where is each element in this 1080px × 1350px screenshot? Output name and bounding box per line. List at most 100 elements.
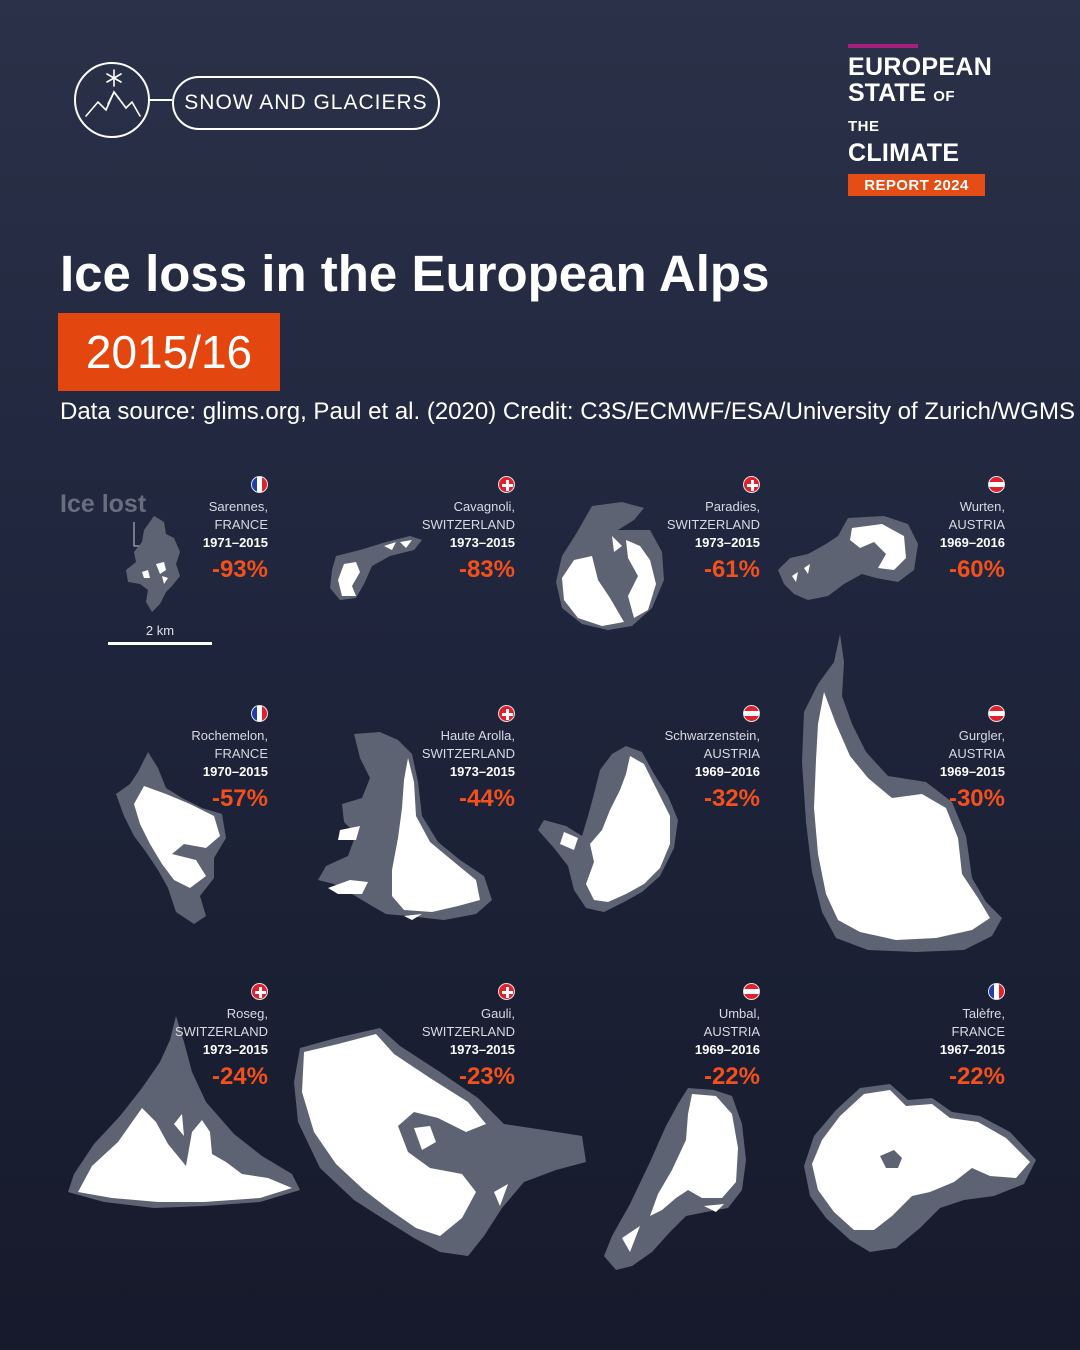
glacier-name: Roseg, xyxy=(226,1006,268,1021)
glacier-years: 1969–2016 xyxy=(694,764,760,779)
glacier-years: 1969–2016 xyxy=(694,1042,760,1057)
flag-switzerland-icon xyxy=(498,476,515,493)
logo-of-the: OF THE xyxy=(848,88,956,135)
logo-line-climate: CLIMATE xyxy=(848,139,960,167)
snowflake-mountain-icon xyxy=(74,62,150,138)
glacier-name: Umbal, xyxy=(718,1006,760,1021)
glacier-change: -23% xyxy=(458,1063,515,1090)
glacier-label-roseg: Roseg, SWITZERLAND 1973–2015 -24% xyxy=(138,983,268,1093)
glacier-country: AUSTRIA xyxy=(703,746,760,761)
glacier-change: -93% xyxy=(211,556,268,583)
glacier-shape-cavagnoli xyxy=(330,536,422,600)
flag-austria-icon xyxy=(743,705,760,722)
glacier-name: Schwarzenstein, xyxy=(664,728,760,743)
logo-state-word: STATE xyxy=(848,79,927,107)
glacier-shape-sarennes xyxy=(126,516,180,612)
badge-connector xyxy=(150,99,172,101)
flag-france-icon xyxy=(251,476,268,493)
glacier-name: Cavagnoli, xyxy=(453,499,515,514)
logo-line-state: STATE OF THE xyxy=(848,80,988,140)
glacier-change: -32% xyxy=(703,785,760,812)
glacier-name: Haute Arolla, xyxy=(440,728,515,743)
glacier-label-gurgler: Gurgler, AUSTRIA 1969–2015 -30% xyxy=(875,705,1005,815)
glacier-label-paradies: Paradies, SWITZERLAND 1973–2015 -61% xyxy=(630,476,760,586)
glacier-years: 1973–2015 xyxy=(449,535,515,550)
glacier-years: 1969–2015 xyxy=(939,764,1005,779)
glacier-country: FRANCE xyxy=(214,517,268,532)
glacier-shape-schwarzenstein xyxy=(538,746,678,912)
glacier-shape-paradies xyxy=(556,502,664,630)
glacier-name: Wurten, xyxy=(959,499,1005,514)
glacier-country: FRANCE xyxy=(214,746,268,761)
glacier-country: SWITZERLAND xyxy=(421,517,515,532)
flag-switzerland-icon xyxy=(498,705,515,722)
glacier-shape-gauli xyxy=(294,1028,586,1256)
flag-france-icon xyxy=(988,983,1005,1000)
glacier-years: 1969–2016 xyxy=(939,535,1005,550)
glacier-years: 1970–2015 xyxy=(202,764,268,779)
glacier-label-gauli: Gauli, SWITZERLAND 1973–2015 -23% xyxy=(385,983,515,1093)
flag-france-icon xyxy=(251,705,268,722)
glacier-shape-gurgler xyxy=(802,634,1002,952)
legend-ice-lost: Ice lost xyxy=(60,490,147,518)
glacier-label-schwarzenstein: Schwarzenstein, AUSTRIA 1969–2016 -32% xyxy=(630,705,760,815)
glacier-country: SWITZERLAND xyxy=(666,517,760,532)
glacier-label-cavagnoli: Cavagnoli, SWITZERLAND 1973–2015 -83% xyxy=(385,476,515,586)
glacier-change: -57% xyxy=(211,785,268,812)
glacier-change: -83% xyxy=(458,556,515,583)
flag-switzerland-icon xyxy=(743,476,760,493)
scale-label: 2 km xyxy=(145,623,175,638)
glacier-country: AUSTRIA xyxy=(703,1024,760,1039)
glacier-change: -22% xyxy=(948,1063,1005,1090)
glacier-years: 1973–2015 xyxy=(202,1042,268,1057)
glacier-country: AUSTRIA xyxy=(948,746,1005,761)
glacier-shape-talefre xyxy=(804,1084,1036,1252)
glacier-change: -30% xyxy=(948,785,1005,812)
glacier-country: SWITZERLAND xyxy=(421,746,515,761)
glacier-shape-haute-arolla xyxy=(318,732,492,920)
logo-report-badge: REPORT 2024 xyxy=(848,174,985,196)
glacier-label-rochemelon: Rochemelon, FRANCE 1970–2015 -57% xyxy=(138,705,268,815)
glacier-label-umbal: Umbal, AUSTRIA 1969–2016 -22% xyxy=(630,983,760,1093)
glacier-country: AUSTRIA xyxy=(948,517,1005,532)
glacier-shape-wurten xyxy=(778,516,918,600)
glacier-change: -61% xyxy=(703,556,760,583)
glacier-change: -44% xyxy=(458,785,515,812)
glacier-years: 1967–2015 xyxy=(939,1042,1005,1057)
glacier-change: -22% xyxy=(703,1063,760,1090)
flag-austria-icon xyxy=(988,705,1005,722)
data-source: Data source: glims.org, Paul et al. (202… xyxy=(60,398,1075,425)
glacier-name: Sarennes, xyxy=(208,499,268,514)
section-badge: SNOW AND GLACIERS xyxy=(74,62,444,138)
glacier-label-sarennes: Sarennes, FRANCE 1971–2015 -93% xyxy=(138,476,268,586)
glacier-shape-umbal xyxy=(604,1088,746,1270)
glacier-name: Talèfre, xyxy=(962,1006,1005,1021)
page-title: Ice loss in the European Alps xyxy=(60,245,770,302)
glacier-shape-roseg xyxy=(68,1016,300,1208)
glacier-country: SWITZERLAND xyxy=(421,1024,515,1039)
glacier-years: 1971–2015 xyxy=(202,535,268,550)
report-logo: EUROPEAN STATE OF THE CLIMATE REPORT 202… xyxy=(848,44,992,196)
glacier-label-wurten: Wurten, AUSTRIA 1969–2016 -60% xyxy=(875,476,1005,586)
flag-switzerland-icon xyxy=(251,983,268,1000)
flag-austria-icon xyxy=(988,476,1005,493)
glacier-name: Gauli, xyxy=(481,1006,515,1021)
scale-bar xyxy=(108,642,212,645)
logo-accent-bar xyxy=(848,44,918,48)
glacier-change: -24% xyxy=(211,1063,268,1090)
glacier-country: FRANCE xyxy=(951,1024,1005,1039)
glacier-shape-rochemelon xyxy=(116,752,226,924)
glacier-years: 1973–2015 xyxy=(449,1042,515,1057)
flag-switzerland-icon xyxy=(498,983,515,1000)
glacier-years: 1973–2015 xyxy=(694,535,760,550)
period-badge: 2015/16 xyxy=(58,313,280,391)
glacier-name: Paradies, xyxy=(705,499,760,514)
glacier-label-talefre: Talèfre, FRANCE 1967–2015 -22% xyxy=(875,983,1005,1093)
glacier-years: 1973–2015 xyxy=(449,764,515,779)
glacier-label-haute-arolla: Haute Arolla, SWITZERLAND 1973–2015 -44% xyxy=(385,705,515,815)
glacier-name: Gurgler, xyxy=(958,728,1005,743)
flag-austria-icon xyxy=(743,983,760,1000)
glacier-name: Rochemelon, xyxy=(191,728,268,743)
section-label: SNOW AND GLACIERS xyxy=(172,76,440,130)
